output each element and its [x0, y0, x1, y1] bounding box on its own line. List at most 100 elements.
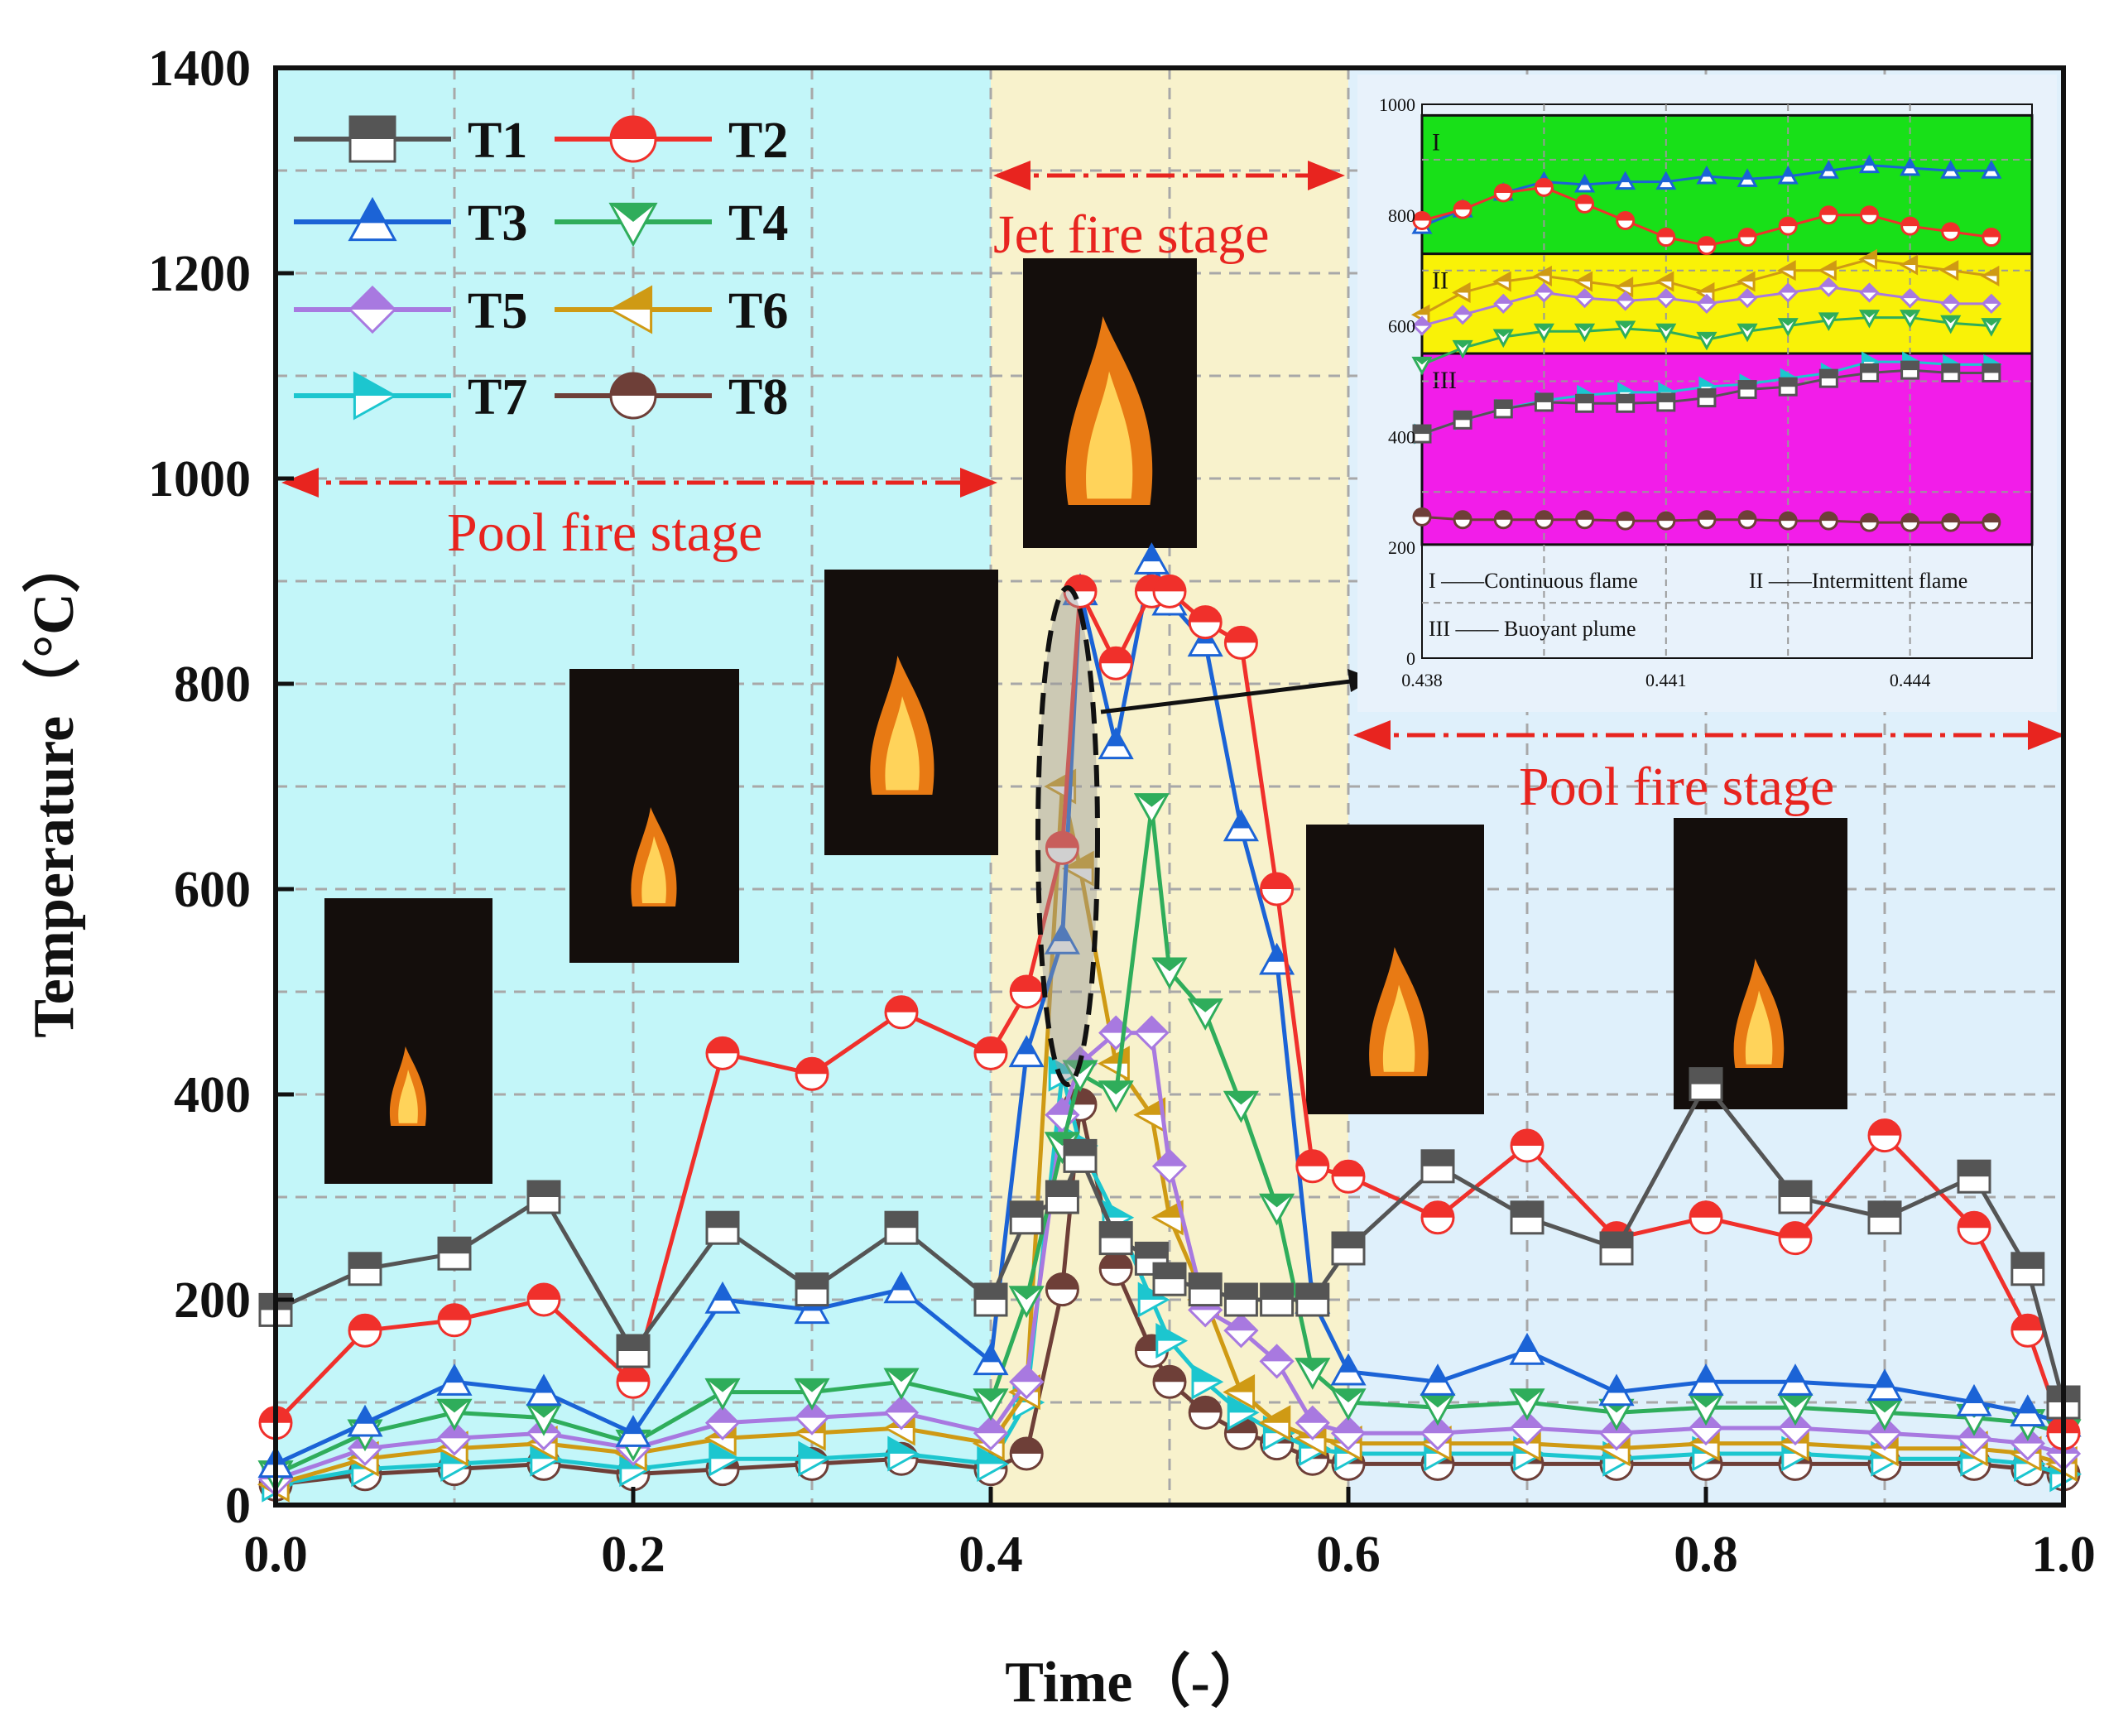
marker-circle-fill [1698, 237, 1715, 246]
marker-circle-fill [1942, 514, 1959, 523]
zoom-arrow-line [1100, 678, 1358, 714]
marker-tri-fill [1607, 1376, 1626, 1393]
marker-circle-fill [1861, 514, 1878, 523]
inset-series-T8 [1412, 507, 2001, 532]
data-point [1061, 850, 1094, 887]
data-point [1982, 512, 2001, 532]
data-point [1858, 248, 1877, 270]
marker-tri-fill [1100, 1081, 1132, 1094]
marker-tri-fill [1225, 1376, 1254, 1392]
data-point [1575, 194, 1595, 214]
data-point [1009, 974, 1044, 1009]
legend-label-T1: T1 [468, 113, 527, 169]
data-point [1956, 1383, 1992, 1416]
inset-series-T5 [1411, 277, 2001, 336]
marker-tri-fill [1535, 325, 1553, 332]
marker-circle-fill [1535, 511, 1553, 520]
marker-tri-fill [1698, 284, 1713, 293]
marker-circle-fill [1422, 1201, 1453, 1218]
flame-photo-bg [324, 898, 492, 1184]
data-point [1941, 222, 1961, 242]
marker-circle-fill [617, 1366, 649, 1383]
data-point [1615, 291, 1636, 311]
data-point [1295, 1405, 1330, 1440]
data-point [1188, 1272, 1223, 1307]
marker-square-fill [1454, 411, 1472, 421]
marker-tri-fill [1154, 1201, 1183, 1218]
inset-series-T2 [1412, 177, 2001, 256]
marker-diamond-fill [1414, 317, 1430, 326]
data-point [704, 1378, 741, 1411]
data-point [1188, 1395, 1223, 1430]
data-point [2011, 1252, 2045, 1286]
data-point [1009, 1200, 1044, 1235]
flame-photo-3 [824, 570, 998, 855]
marker-tri-fill [1864, 156, 1875, 166]
data-point [1689, 1200, 1723, 1235]
marker-tri-fill [1535, 267, 1551, 277]
marker-tri-fill [1861, 310, 1878, 318]
data-point [1980, 265, 2000, 286]
data-point [1697, 236, 1717, 256]
marker-diamond-fill [886, 1397, 917, 1413]
marker-tri-fill [1964, 1387, 1984, 1403]
marker-tri-fill [891, 1273, 911, 1291]
data-point [1534, 177, 1554, 197]
data-point [1957, 1210, 1991, 1245]
marker-diamond-fill [1901, 290, 1919, 299]
data-point [526, 1180, 561, 1214]
inset-tick-x: 0.444 [1890, 670, 1931, 690]
data-point [1899, 254, 1919, 276]
marker-tri-fill [1861, 251, 1876, 260]
data-point [1616, 511, 1636, 531]
marker-tri-fill [1579, 176, 1590, 185]
data-point [1412, 210, 1432, 230]
marker-circle-fill [1454, 511, 1472, 520]
marker-tri-fill [1338, 1355, 1358, 1373]
data-point [798, 1440, 831, 1477]
marker-square-fill [1657, 393, 1674, 402]
data-point [1009, 1436, 1044, 1471]
marker-circle-fill [439, 1304, 470, 1320]
legend-label-T5: T5 [468, 283, 527, 339]
marker-tri-fill [1576, 273, 1592, 282]
marker-tri-fill [354, 373, 395, 396]
data-point [436, 1363, 473, 1396]
data-point [1152, 574, 1187, 608]
x-axis-title: Time（-） [1005, 1650, 1268, 1714]
flame-core [1382, 984, 1415, 1072]
marker-tri-fill [713, 1284, 733, 1301]
data-point [1696, 165, 1717, 185]
marker-circle-fill [528, 1284, 560, 1300]
data-point [1859, 205, 1879, 225]
marker-square-fill [349, 1253, 381, 1269]
marker-circle-fill [1942, 223, 1959, 232]
marker-square-fill [707, 1212, 738, 1229]
marker-square-fill [1296, 1284, 1328, 1300]
data-point [1155, 1323, 1189, 1359]
marker-square-fill [1511, 1201, 1543, 1218]
data-point [1696, 293, 1717, 314]
marker-tri-fill [1046, 1132, 1079, 1146]
data-point [1063, 1138, 1098, 1173]
marker-tri-fill [1657, 325, 1674, 332]
x-tick-label: 0.0 [243, 1527, 308, 1583]
marker-square-fill [617, 1335, 649, 1351]
data-point [887, 1435, 920, 1472]
data-point [1044, 921, 1080, 955]
data-point [1098, 1221, 1133, 1256]
marker-circle-fill [1576, 195, 1593, 204]
marker-tri-fill [1785, 1366, 1805, 1383]
data-point [436, 1398, 473, 1431]
data-point [884, 1210, 919, 1245]
axes: 0.0 0.2 0.4 0.6 0.8 1.0 0 200 400 600 800 1000 1200 1… [22, 41, 2096, 1714]
data-point [616, 1334, 651, 1368]
data-point [1009, 1364, 1045, 1400]
marker-square-fill [1861, 364, 1878, 373]
marker-circle-fill [611, 373, 656, 396]
data-point [1223, 1374, 1256, 1411]
marker-tri-fill [1136, 1099, 1165, 1115]
marker-circle-fill [1739, 511, 1756, 520]
